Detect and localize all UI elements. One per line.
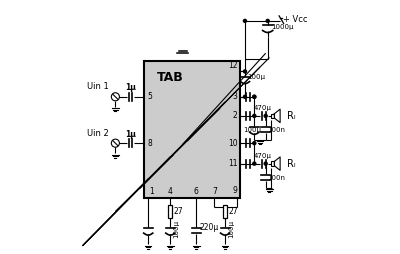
Text: 100n: 100n xyxy=(268,127,286,133)
Bar xyxy=(144,61,240,198)
Text: 470μ: 470μ xyxy=(254,105,272,111)
Text: 7: 7 xyxy=(212,187,217,196)
Text: 220μ: 220μ xyxy=(199,223,218,232)
Text: 100μ: 100μ xyxy=(174,220,180,238)
Text: 4: 4 xyxy=(168,187,173,196)
Text: 1μ: 1μ xyxy=(125,83,136,92)
Text: 100μ: 100μ xyxy=(228,220,234,238)
Bar xyxy=(168,205,172,218)
Circle shape xyxy=(264,162,267,165)
Text: 9: 9 xyxy=(232,186,237,195)
Text: 8: 8 xyxy=(148,139,152,148)
Bar xyxy=(272,162,274,166)
Text: + Vcc: + Vcc xyxy=(283,15,308,24)
Text: Rₗ: Rₗ xyxy=(287,159,296,169)
Text: 1000μ: 1000μ xyxy=(271,24,294,30)
Text: 1: 1 xyxy=(149,187,154,196)
Text: 10: 10 xyxy=(228,139,237,148)
Bar xyxy=(223,205,227,218)
Circle shape xyxy=(253,95,256,98)
Text: 27: 27 xyxy=(173,207,183,216)
Text: 11: 11 xyxy=(228,159,237,168)
Text: Rₗ: Rₗ xyxy=(287,111,296,121)
Text: 6: 6 xyxy=(194,187,199,196)
Circle shape xyxy=(244,19,246,22)
Text: 100μ: 100μ xyxy=(243,127,261,133)
Text: 100n: 100n xyxy=(268,174,286,181)
Circle shape xyxy=(264,114,267,117)
Text: 100μ: 100μ xyxy=(248,73,266,80)
Text: 470μ: 470μ xyxy=(254,153,272,159)
Circle shape xyxy=(253,162,256,165)
Bar xyxy=(272,114,274,118)
Text: 5: 5 xyxy=(148,92,152,101)
Text: 2: 2 xyxy=(233,112,237,120)
Text: 3: 3 xyxy=(232,92,237,101)
Text: 12: 12 xyxy=(228,61,237,70)
Circle shape xyxy=(253,142,256,145)
Text: Uin 2: Uin 2 xyxy=(87,129,109,138)
Circle shape xyxy=(244,70,246,73)
Text: 1μ: 1μ xyxy=(125,130,136,139)
Text: Uin 1: Uin 1 xyxy=(87,82,109,91)
Circle shape xyxy=(266,19,269,22)
Circle shape xyxy=(253,95,256,98)
Circle shape xyxy=(244,95,246,98)
Text: 27: 27 xyxy=(228,207,238,216)
Circle shape xyxy=(253,114,256,117)
Text: TAB: TAB xyxy=(157,71,184,84)
